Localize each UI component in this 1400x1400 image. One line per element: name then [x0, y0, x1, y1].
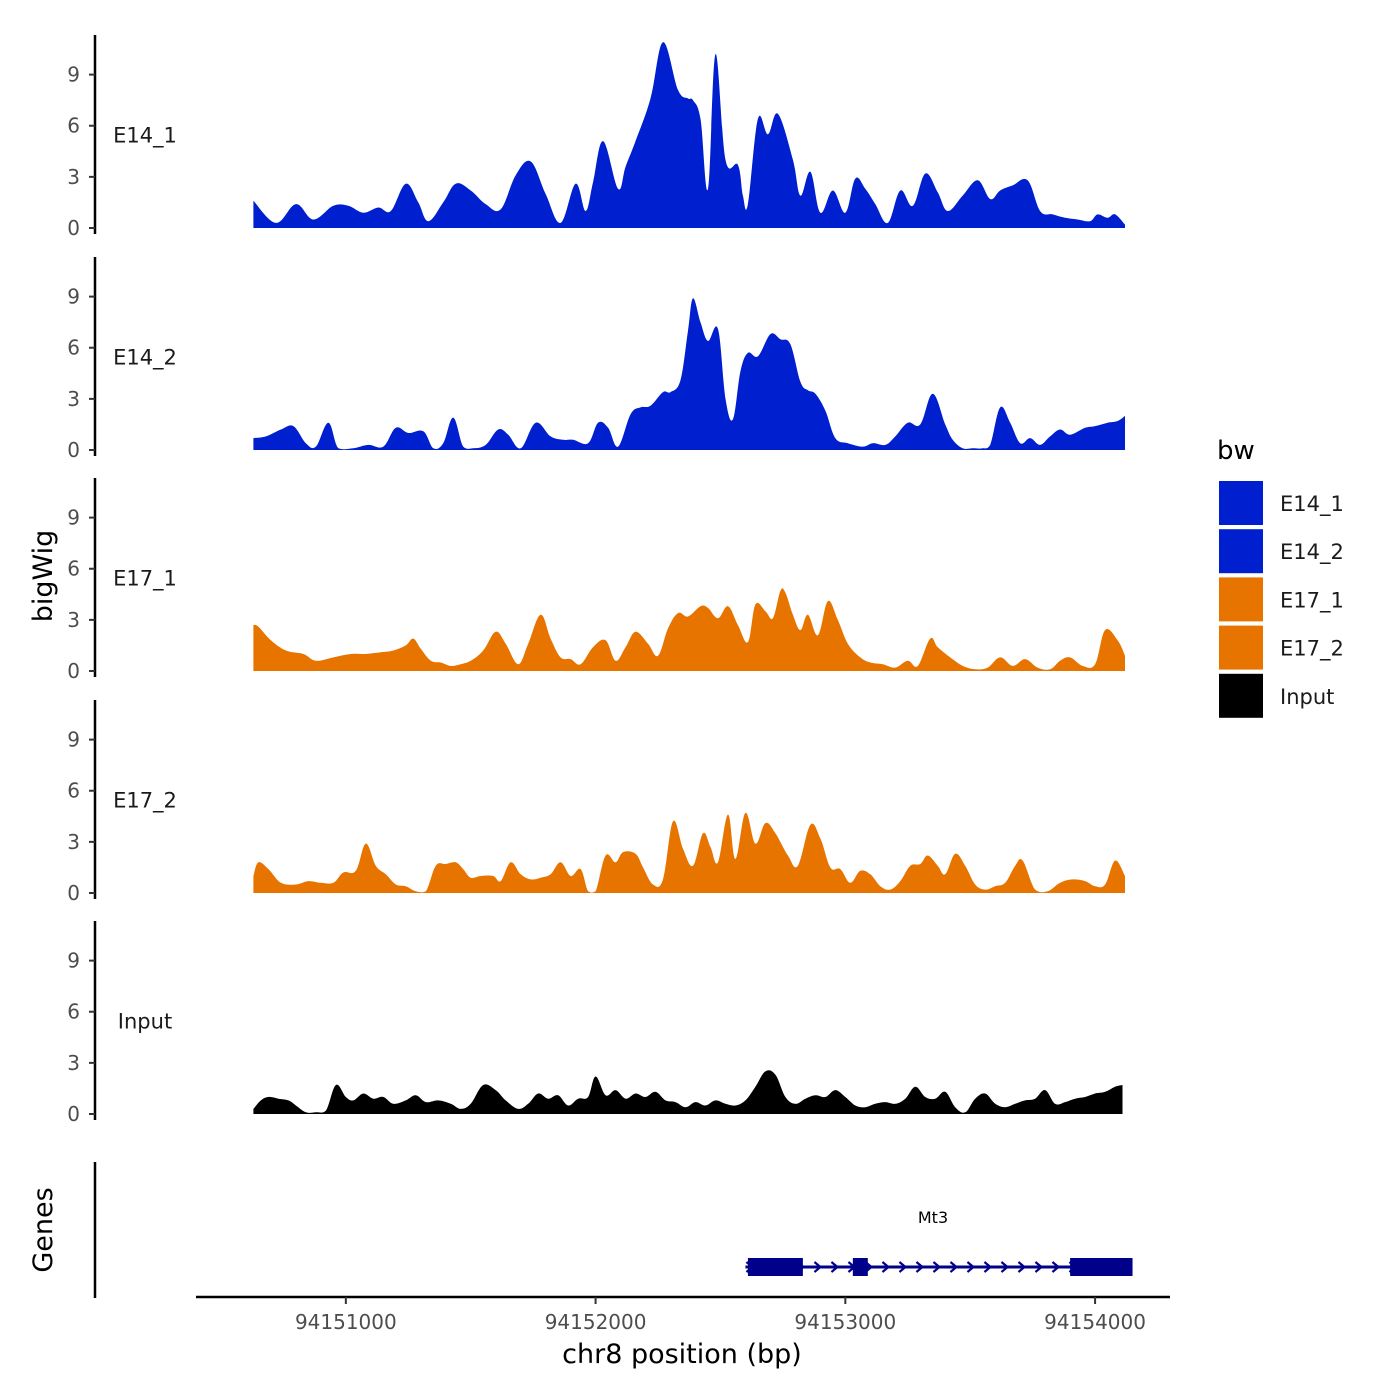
legend-item-e17-1: E17_1	[1219, 577, 1344, 622]
y-tick-label: 9	[67, 63, 80, 87]
gene-exon	[1070, 1258, 1133, 1276]
strand-arrow	[1017, 1261, 1027, 1273]
legend-label: E14_1	[1280, 492, 1344, 517]
strand-arrow	[1000, 1261, 1010, 1273]
area-series-e14-1	[253, 42, 1125, 228]
x-tick-label: 94154000	[1044, 1310, 1146, 1334]
track-label-input: Input	[118, 1009, 172, 1033]
y-tick-label: 6	[67, 1000, 80, 1024]
x-axis-title: chr8 position (bp)	[562, 1339, 802, 1370]
track-input: 0 3 6 9 Input	[67, 921, 1123, 1126]
track-e14-2: 0 3 6 9 E14_2	[67, 257, 1125, 462]
strand-arrow	[915, 1261, 925, 1273]
y-tick-label: 0	[67, 1102, 80, 1126]
track-label-e14-1: E14_1	[113, 123, 177, 148]
y-tick-label: 0	[67, 659, 80, 683]
area-series-e17-2	[253, 812, 1125, 893]
strand-arrow	[1051, 1261, 1061, 1273]
y-tick-label: 6	[67, 557, 80, 581]
y-tick-label: 9	[67, 506, 80, 530]
track-e14-1: 0 3 6 9 E14_1	[67, 35, 1125, 240]
track-e17-2: 0 3 6 9 E17_2	[67, 700, 1125, 905]
legend-swatch	[1219, 481, 1263, 525]
y-tick-label: 6	[67, 114, 80, 138]
strand-arrow	[881, 1261, 891, 1273]
legend-item-e14-1: E14_1	[1219, 481, 1344, 525]
legend-swatch	[1219, 577, 1263, 622]
y-tick-label: 0	[67, 216, 80, 240]
legend-swatch	[1219, 673, 1263, 718]
track-panels: 0 3 6 9 E14_1 0 3 6 9 E14_2 0 3 6 9 E17_1 0 3 6 9 E17_2 0 3 6 9…	[67, 35, 1125, 1126]
y-tick-label: 9	[67, 949, 80, 973]
x-tick-label: 94153000	[794, 1310, 896, 1334]
legend-label: E17_2	[1280, 637, 1344, 662]
legend-swatch	[1219, 529, 1263, 574]
legend-items: E14_1 E14_2 E17_1 E17_2 Input	[1219, 481, 1344, 718]
area-series-e14-2	[253, 298, 1125, 450]
track-label-e17-2: E17_2	[113, 788, 177, 813]
y-tick-label: 3	[67, 1051, 80, 1075]
legend-item-e17-2: E17_2	[1219, 625, 1344, 670]
strand-arrow	[983, 1261, 993, 1273]
legend-item-input: Input	[1219, 673, 1334, 718]
legend: bw E14_1 E14_2 E17_1 E17_2 Input	[1217, 436, 1344, 718]
y-tick-label: 6	[67, 779, 80, 803]
strand-arrow	[966, 1261, 976, 1273]
genes-axis-title: Genes	[28, 1187, 59, 1272]
y-tick-label: 9	[67, 285, 80, 309]
y-tick-label: 0	[67, 438, 80, 462]
y-axis-title: bigWig	[28, 530, 59, 623]
strand-arrow	[830, 1261, 840, 1273]
y-tick-label: 0	[67, 881, 80, 905]
legend-label: E17_1	[1280, 588, 1344, 613]
strand-arrow	[932, 1261, 942, 1273]
gene-exon	[747, 1258, 803, 1276]
y-tick-label: 3	[67, 387, 80, 411]
y-tick-label: 3	[67, 608, 80, 632]
y-tick-label: 3	[67, 165, 80, 189]
legend-label: E14_2	[1280, 540, 1344, 565]
gene-mt3: Mt3	[745, 1208, 1133, 1276]
y-tick-label: 3	[67, 830, 80, 854]
strand-arrow	[813, 1261, 823, 1273]
y-tick-label: 6	[67, 336, 80, 360]
genes-panel: Mt3	[93, 1162, 1133, 1298]
legend-label: Input	[1280, 685, 1334, 709]
gene-name-label: Mt3	[918, 1208, 948, 1227]
track-label-e17-1: E17_1	[113, 566, 177, 591]
area-series-input	[253, 1070, 1123, 1114]
strand-arrow	[1034, 1261, 1044, 1273]
track-label-e14-2: E14_2	[113, 345, 177, 370]
area-series-e17-1	[253, 588, 1125, 671]
x-tick-label: 94151000	[295, 1310, 397, 1334]
strand-arrow	[949, 1261, 959, 1273]
legend-title: bw	[1217, 436, 1255, 466]
gene-exon	[852, 1258, 868, 1276]
x-tick-label: 94152000	[545, 1310, 647, 1334]
y-tick-label: 9	[67, 728, 80, 752]
strand-arrow	[898, 1261, 908, 1273]
x-axis: 94151000 94152000 94153000 94154000	[196, 1295, 1170, 1334]
track-e17-1: 0 3 6 9 E17_1	[67, 478, 1125, 683]
legend-item-e14-2: E14_2	[1219, 529, 1344, 574]
legend-swatch	[1219, 625, 1263, 670]
